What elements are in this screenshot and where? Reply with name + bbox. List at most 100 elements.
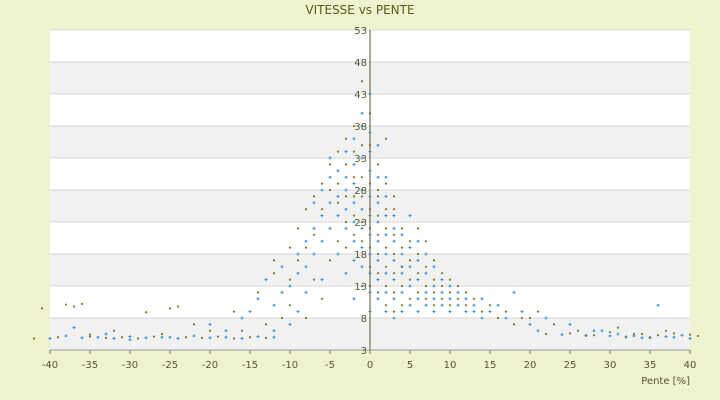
point-series-2 [424,297,428,300]
point-series-1 [384,233,388,237]
point-series-1 [312,201,316,205]
point-series-1 [520,310,524,314]
point-series-2 [240,329,244,332]
point-series-2 [328,188,332,192]
point-series-2 [440,284,444,288]
point-series-1 [360,124,364,128]
point-series-2 [360,80,364,83]
point-series-1 [376,258,380,262]
point-series-1 [392,258,396,262]
point-series-1 [296,310,300,314]
point-series-1 [392,316,396,320]
point-series-1 [336,194,340,198]
point-series-2 [304,208,308,211]
point-series-1 [376,220,380,224]
point-series-1 [112,336,116,340]
point-series-1 [336,252,340,256]
point-series-2 [376,291,380,294]
point-series-2 [376,233,380,236]
point-series-2 [568,332,572,335]
point-series-1 [384,252,388,256]
point-series-2 [552,323,556,326]
point-series-1 [440,278,444,282]
point-series-1 [320,278,324,282]
point-series-2 [392,291,396,294]
point-series-1 [296,271,300,275]
point-series-2 [504,310,508,313]
point-series-2 [392,233,396,236]
point-series-1 [432,297,436,301]
point-series-1 [608,334,612,338]
point-series-1 [616,332,620,336]
point-series-2 [160,332,164,336]
x-tick-labels: -40 -35 -30 -25 -20 -15 -10 -5 0 5 10 15 20 25 30 35 40 [42,360,697,371]
x-tick-label: -30 [122,360,138,371]
point-series-2 [392,310,396,313]
point-series-1 [408,214,412,218]
point-series-2 [400,265,404,268]
point-series-1 [304,239,308,243]
point-series-1 [344,175,348,179]
x-tick-label: -35 [82,360,98,371]
point-series-1 [392,226,396,230]
point-series-1 [400,233,404,237]
point-series-2 [464,304,468,307]
point-series-2 [344,220,348,224]
point-series-2 [176,305,180,308]
point-series-1 [440,290,444,294]
point-series-1 [432,310,436,314]
point-series-2 [576,329,580,332]
point-series-1 [304,265,308,269]
point-series-1 [272,335,276,339]
point-series-2 [288,278,292,281]
point-series-2 [464,291,468,294]
point-series-2 [488,304,492,307]
point-series-2 [536,310,540,313]
point-series-1 [528,322,532,326]
point-series-2 [320,297,324,300]
point-series-2 [408,278,412,281]
point-series-1 [600,329,604,333]
point-series-1 [328,226,332,230]
point-series-1 [536,329,540,333]
point-series-1 [416,297,420,301]
point-series-2 [400,304,404,307]
x-tick-label: 20 [524,360,537,371]
point-series-1 [360,188,364,192]
point-series-2 [384,304,388,307]
point-series-1 [352,201,356,205]
point-series-2 [200,336,204,339]
point-series-2 [424,284,428,288]
point-series-2 [376,195,380,198]
point-series-2 [360,220,364,224]
x-tick-label: 0 [367,360,373,371]
point-series-2 [80,302,84,306]
point-series-1 [424,303,428,307]
x-tick-label: 10 [444,360,457,371]
point-series-1 [320,239,324,243]
point-series-2 [376,188,380,192]
point-series-2 [264,336,268,339]
point-series-2 [288,304,292,307]
point-series-1 [432,284,436,288]
x-tick-label: 25 [564,360,577,371]
point-series-1 [48,336,52,340]
point-series-2 [216,335,220,338]
point-series-2 [336,182,340,185]
point-series-1 [408,284,412,288]
point-series-1 [344,226,348,230]
point-series-1 [360,156,364,160]
point-series-1 [168,335,172,339]
point-series-1 [344,207,348,211]
point-series-1 [392,278,396,282]
point-series-2 [168,307,172,310]
point-series-2 [408,297,412,300]
point-series-2 [88,335,92,338]
point-series-2 [632,332,636,336]
point-series-1 [416,239,420,243]
x-tick-label: -5 [325,360,335,371]
y-tick-label: 3 [361,346,367,357]
x-tick-label: -15 [242,360,258,371]
point-series-2 [88,333,92,336]
point-series-2 [512,323,516,326]
